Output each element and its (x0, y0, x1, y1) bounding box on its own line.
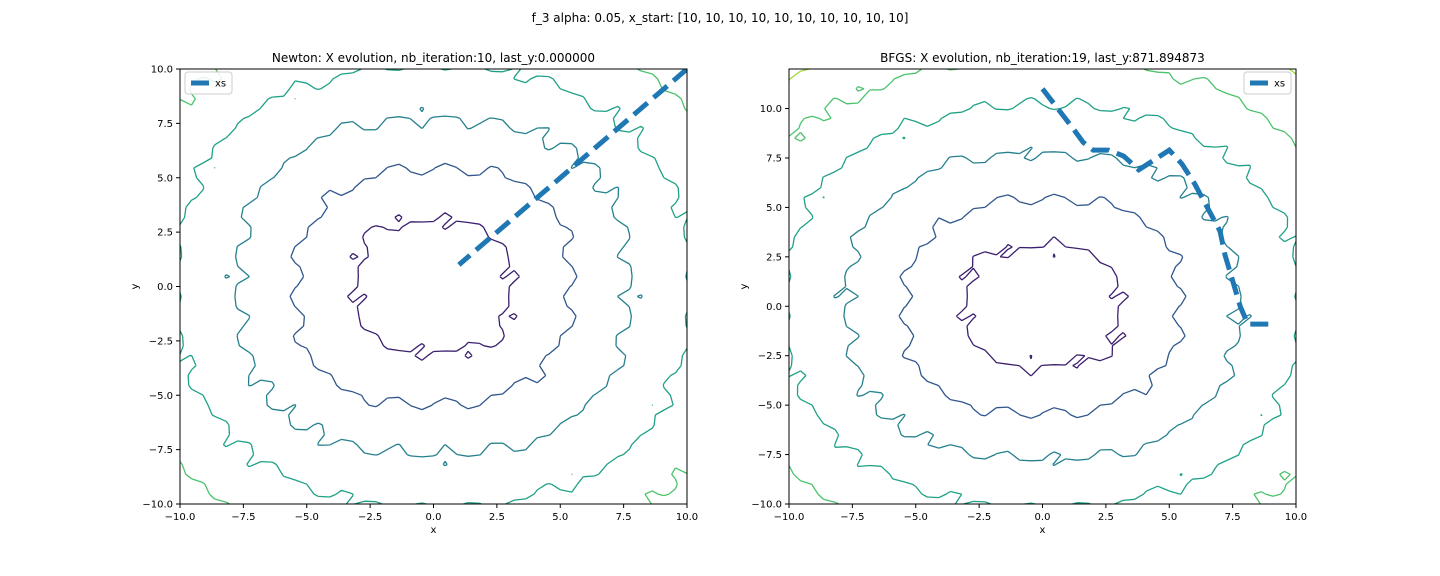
x-tick-label: 7.5 (1225, 512, 1241, 523)
x-tick-label: −7.5 (840, 512, 864, 523)
x-axis-label: x (431, 525, 437, 536)
legend: xs (1243, 71, 1292, 95)
contour-level-2 (898, 193, 1187, 419)
y-tick-label: −2.5 (758, 351, 782, 362)
x-tick-label: 2.5 (1098, 512, 1114, 523)
x-tick-label: −7.5 (231, 512, 255, 523)
y-tick-label: 5.0 (157, 173, 173, 184)
x-tick-label: 5.0 (552, 512, 568, 523)
y-tick-label: 10.0 (760, 104, 782, 115)
contour-lines (180, 69, 687, 504)
y-tick-label: 10.0 (151, 65, 173, 76)
y-tick-label: 2.5 (157, 228, 173, 239)
x-tick-label: 0.0 (1035, 512, 1051, 523)
axes-title: Newton: X evolution, nb_iteration:10, la… (272, 51, 595, 65)
x-tick-label: −10.0 (774, 512, 805, 523)
axes-frame (179, 68, 688, 505)
legend-label: xs (215, 79, 226, 90)
x-tick-label: 7.5 (616, 512, 632, 523)
x-tick-label: −2.5 (358, 512, 382, 523)
x-tick-label: −2.5 (967, 512, 991, 523)
x-tick-label: 2.5 (489, 512, 505, 523)
contour-level-4 (789, 96, 1296, 504)
contour-level-6 (789, 69, 1296, 81)
newton-subplot: −10.0 −7.5 −5.0 −2.5 0.0 2.5 5.0 7.5 10.0 −10.0 −7… (130, 51, 698, 536)
y-tick-label: 7.5 (157, 119, 173, 130)
y-tick-label: 5.0 (766, 203, 782, 214)
contour-level-5 (180, 69, 687, 504)
y-tick-label: −7.5 (758, 450, 782, 461)
contour-level-1 (955, 236, 1130, 377)
contour-level-4 (180, 69, 687, 504)
contour-level-5 (789, 69, 1296, 504)
x-tick-label: −5.0 (904, 512, 928, 523)
y-tick-label: −10.0 (142, 500, 173, 511)
y-axis-label: y (739, 283, 750, 289)
axes-frame (788, 68, 1297, 505)
y-tick-label: −5.0 (758, 401, 782, 412)
x-tick-label: 0.0 (426, 512, 442, 523)
x-tick-label: 10.0 (1285, 512, 1307, 523)
series-line-xs (1040, 87, 1271, 327)
x-tick-label: −5.0 (295, 512, 319, 523)
legend-label: xs (1274, 79, 1285, 90)
contour-lines (789, 69, 1296, 504)
contour-level-3 (833, 146, 1252, 467)
y-tick-label: −10.0 (751, 500, 782, 511)
y-tick-label: −7.5 (149, 445, 173, 456)
y-tick-label: 7.5 (766, 153, 782, 164)
x-axis-label: x (1040, 525, 1046, 536)
x-tick-label: −10.0 (165, 512, 196, 523)
legend: xs (184, 71, 233, 95)
x-tick-label: 10.0 (676, 512, 698, 523)
y-tick-label: −2.5 (149, 336, 173, 347)
y-tick-label: 2.5 (766, 252, 782, 263)
contour-level-1 (347, 212, 520, 361)
figure-suptitle: f_3 alpha: 0.05, x_start: [10, 10, 10, 1… (532, 11, 909, 25)
series-line-xs (457, 69, 687, 267)
contour-level-2 (289, 162, 578, 411)
y-tick-label: 0.0 (157, 282, 173, 293)
contour-level-3 (224, 106, 643, 467)
y-axis-label: y (130, 283, 141, 289)
axes-title: BFGS: X evolution, nb_iteration:19, last… (880, 51, 1205, 65)
y-tick-label: −5.0 (149, 391, 173, 402)
y-tick-label: 0.0 (766, 302, 782, 313)
bfgs-subplot: −10.0 −7.5 −5.0 −2.5 0.0 2.5 5.0 7.5 10.0 −10.0 −7… (739, 51, 1307, 536)
x-tick-label: 5.0 (1161, 512, 1177, 523)
